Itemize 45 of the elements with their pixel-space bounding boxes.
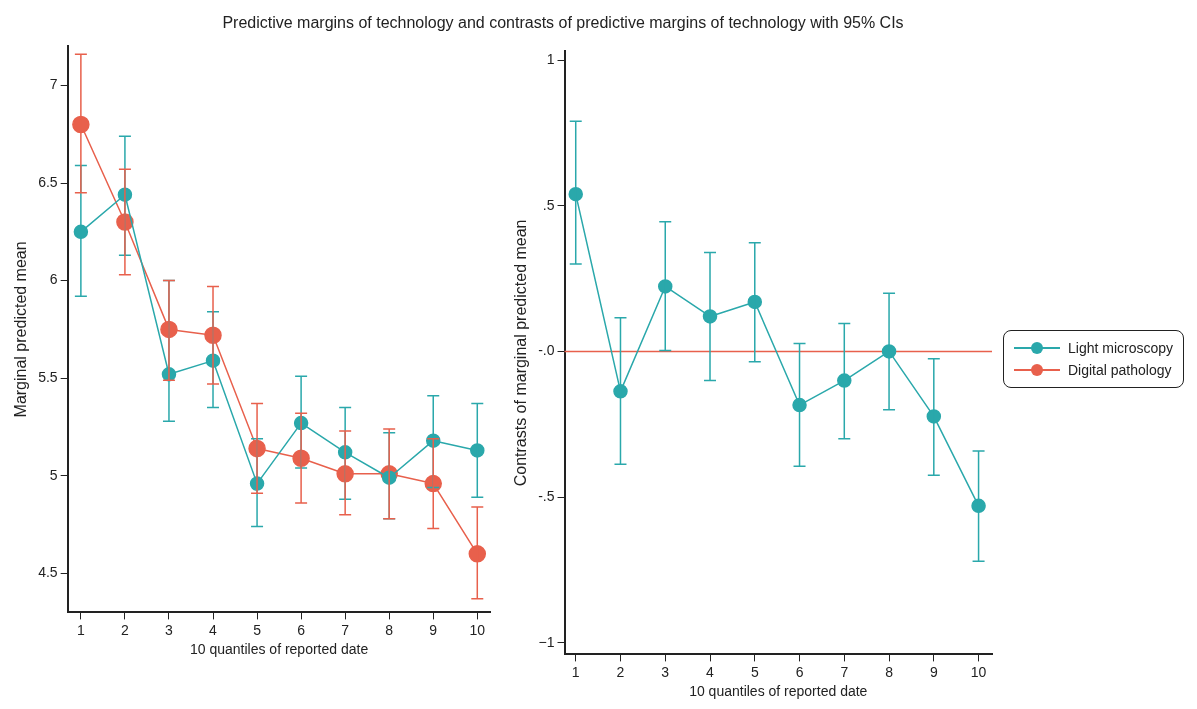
x-tick-label: 6 — [297, 621, 306, 638]
x-tick-label: 3 — [661, 663, 670, 680]
x-tick-label: 9 — [929, 663, 938, 680]
legend-label: Light microscopy — [1068, 340, 1174, 356]
x-tick-label: 5 — [750, 663, 759, 680]
y-tick-label: 7 — [49, 76, 58, 93]
text: Predictive margins of technology and contrasts of predictive margins of technology with 95% CIs — [221, 14, 905, 32]
y-axis-title: Marginal predicted mean — [12, 241, 30, 418]
x-tick-label: 3 — [165, 621, 174, 638]
x-tick-label: 9 — [429, 621, 438, 638]
x-tick-label: 1 — [571, 663, 580, 680]
point — [470, 443, 485, 458]
x-tick-label: 1 — [76, 621, 85, 638]
y-tick-label: 6.5 — [38, 173, 58, 190]
y-tick-label: -.0 — [538, 342, 555, 359]
y-tick-label: 5.5 — [38, 369, 58, 386]
x-tick-label: 10 — [469, 621, 486, 638]
y-axis-title: Contrasts of marginal predicted mean — [512, 219, 530, 487]
point — [468, 545, 487, 563]
x-axis-title: 10 quantiles of reported date — [189, 641, 369, 658]
x-tick-label: 6 — [795, 663, 804, 680]
x-tick-label: 8 — [885, 663, 894, 680]
legend-label: Digital pathology — [1068, 362, 1172, 378]
point — [837, 373, 852, 388]
x-axis-title: 10 quantiles of reported date — [689, 683, 868, 700]
point — [792, 397, 807, 413]
y-tick-label: 5 — [49, 466, 58, 483]
x-tick-label: 4 — [706, 663, 715, 680]
point — [613, 384, 628, 399]
x-tick-label: 4 — [209, 621, 218, 638]
x-tick-label: 10 — [970, 663, 987, 680]
y-tick-label: −1 — [538, 633, 555, 650]
y-tick-label: 6 — [49, 271, 58, 288]
y-tick-label: -.5 — [538, 487, 555, 504]
x-tick-label: 7 — [341, 621, 350, 638]
x-tick-label: 2 — [121, 621, 130, 638]
x-tick-label: 5 — [253, 621, 262, 638]
x-tick-label: 8 — [385, 621, 394, 638]
y-tick-label: 1 — [546, 51, 555, 67]
y-tick-label: .5 — [542, 196, 555, 213]
point — [568, 186, 583, 202]
point — [971, 498, 986, 514]
x-tick-label: 7 — [840, 663, 849, 680]
y-tick-label: 4.5 — [38, 564, 58, 581]
x-tick-label: 2 — [616, 663, 625, 680]
